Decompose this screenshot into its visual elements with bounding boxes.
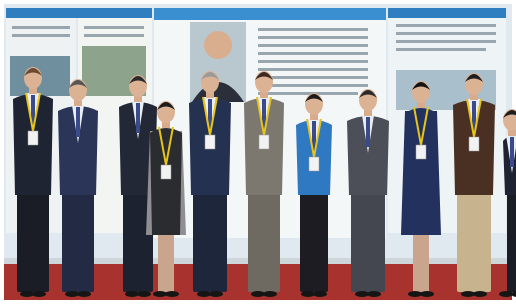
tie: [510, 137, 514, 167]
shoe: [408, 291, 422, 297]
shoe: [20, 291, 34, 297]
shoe: [367, 291, 381, 297]
legs: [193, 190, 227, 292]
badge: [205, 135, 215, 149]
badge: [161, 165, 171, 179]
person: [13, 67, 53, 297]
board-banner: [154, 8, 386, 20]
legs: [158, 235, 174, 292]
legs: [300, 190, 328, 292]
shoe: [251, 291, 265, 297]
shoe: [197, 291, 211, 297]
shoe: [65, 291, 79, 297]
legs: [248, 190, 280, 292]
badge: [416, 145, 426, 159]
badge: [469, 137, 479, 151]
board-banner: [6, 8, 152, 18]
legs: [507, 190, 516, 292]
legs: [17, 190, 49, 292]
portrait-face: [204, 31, 232, 59]
person: [244, 71, 284, 297]
tie: [136, 103, 140, 133]
shoe: [420, 291, 434, 297]
badge: [28, 131, 38, 145]
shoe: [32, 291, 46, 297]
person: [58, 79, 98, 297]
shoe: [125, 291, 139, 297]
shoe: [153, 291, 167, 297]
legs: [457, 190, 491, 292]
shoe: [499, 291, 513, 297]
person: [189, 71, 231, 297]
photo: [0, 0, 516, 304]
badge: [309, 157, 319, 171]
person: [347, 89, 389, 297]
torso: [150, 128, 182, 235]
shoe: [165, 291, 179, 297]
badge: [259, 135, 269, 149]
legs: [351, 190, 385, 292]
tie: [366, 117, 370, 147]
person: [296, 93, 332, 297]
legs: [62, 190, 94, 292]
shoe: [263, 291, 277, 297]
shoe: [313, 291, 327, 297]
shoe: [77, 291, 91, 297]
shoe: [461, 291, 475, 297]
person: [453, 73, 495, 297]
legs: [413, 235, 429, 292]
shoe: [301, 291, 315, 297]
tie: [76, 107, 80, 137]
shoe: [137, 291, 151, 297]
shoe: [473, 291, 487, 297]
torso: [405, 108, 437, 235]
shoe: [209, 291, 223, 297]
shoe: [355, 291, 369, 297]
board-banner: [388, 8, 506, 18]
